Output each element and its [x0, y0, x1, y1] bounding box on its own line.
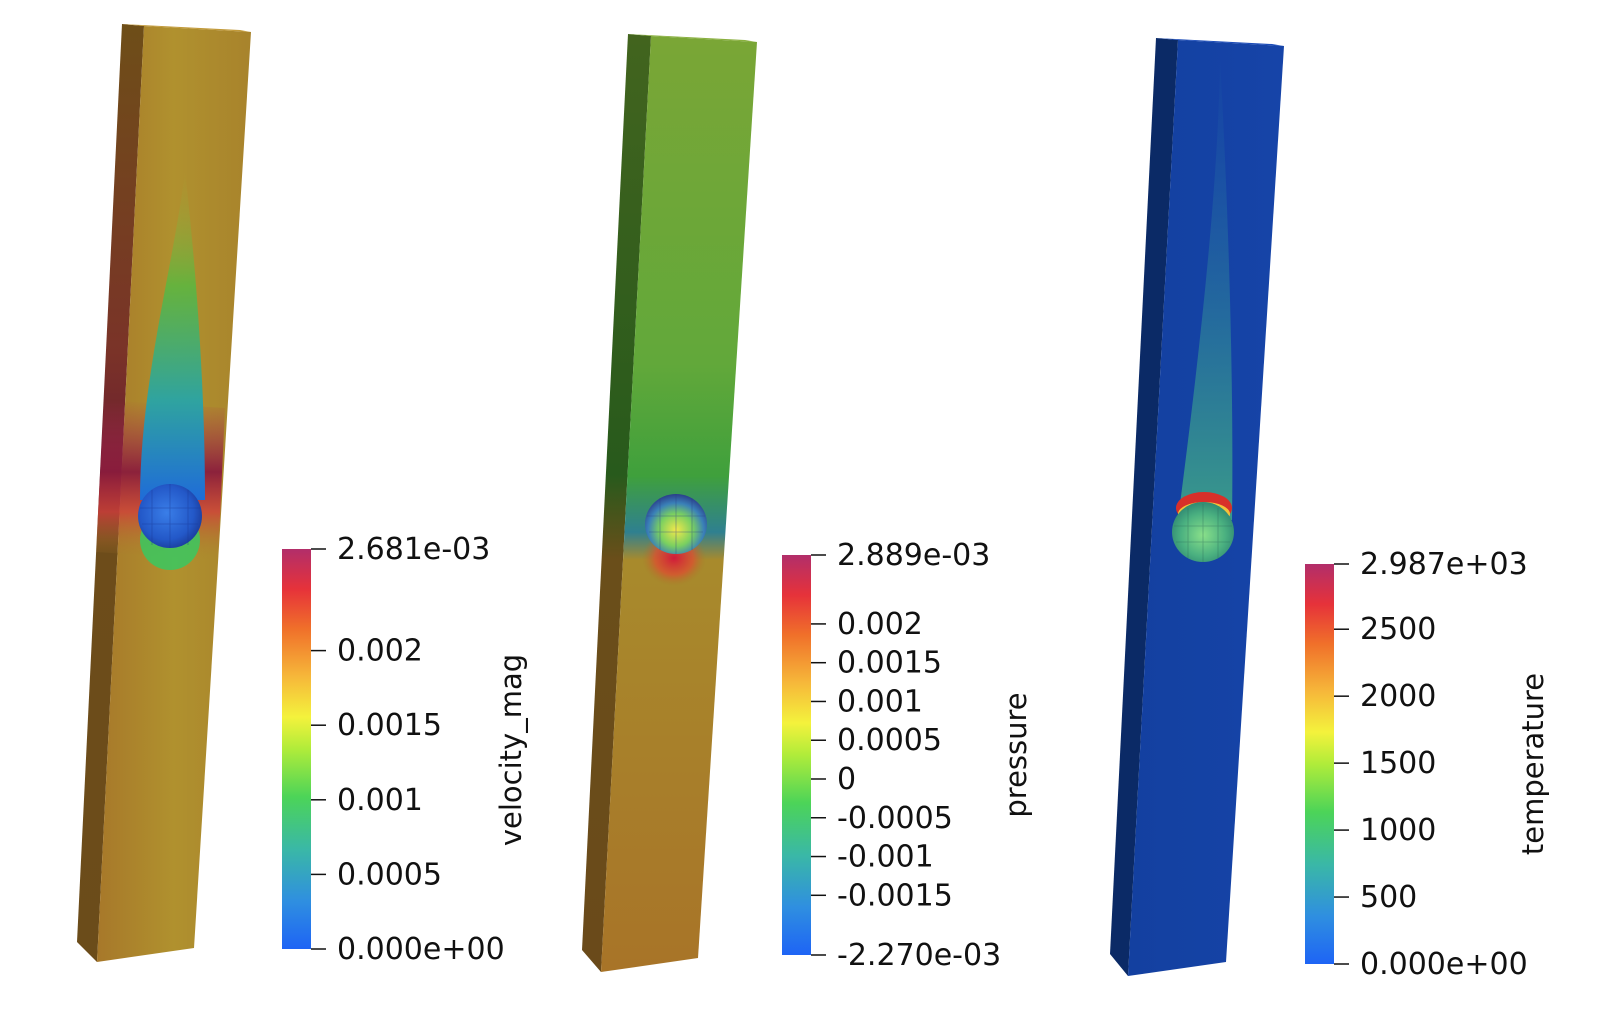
temperature-wake [1178, 60, 1233, 520]
pressure-tick-label: 0.001 [837, 684, 923, 719]
temperature-tick-label: 1500 [1360, 746, 1436, 781]
velocity-tick-label: 0.000e+00 [337, 932, 505, 967]
pressure-tick-label: 0.0015 [837, 646, 942, 681]
temperature-column-top [1156, 38, 1284, 46]
velocity-tick-label: 0.0015 [337, 708, 442, 743]
pressure-tick-label: 2.889e-03 [837, 538, 990, 573]
velocity-sphere-facets [140, 484, 200, 548]
velocity-tick-label: 0.0005 [337, 857, 442, 892]
pressure-tick-label: -0.0005 [837, 801, 953, 836]
temperature-tick-label: 1000 [1360, 813, 1436, 848]
pressure-colorbar-gradient [782, 555, 811, 955]
temperature-column-side [1110, 38, 1178, 976]
pressure-tick-label: 0.002 [837, 607, 923, 642]
pressure-tick-label: -0.0015 [837, 878, 953, 913]
pressure-tick-label: -0.001 [837, 840, 934, 875]
velocity-tick-label: 0.002 [337, 634, 423, 669]
pressure-column [582, 34, 757, 972]
velocity-tick-label: 2.681e-03 [337, 532, 490, 567]
velocity-tick-label: 0.001 [337, 783, 423, 818]
temperature-sphere [1172, 502, 1234, 562]
pressure-column-side [582, 34, 651, 972]
velocity-colorbar-gradient [282, 549, 311, 949]
velocity-colorbar: 2.681e-03 0.002 0.0015 0.001 0.0005 0.000e+00… [282, 532, 528, 967]
velocity-column [77, 24, 251, 962]
temperature-column [1110, 38, 1284, 976]
temperature-tick-label: 2500 [1360, 612, 1436, 647]
temperature-tick-label: 2000 [1360, 679, 1436, 714]
temperature-colorbar-title: temperature [1516, 673, 1550, 855]
velocity-colorbar-title: velocity_mag [494, 654, 528, 846]
pressure-tick-label: 0 [837, 762, 856, 797]
pressure-sphere [645, 494, 707, 554]
temperature-sphere-facets [1174, 504, 1232, 562]
temperature-colorbar-gradient [1305, 564, 1334, 964]
temperature-tick-label: 0.000e+00 [1360, 947, 1528, 982]
temperature-tick-label: 2.987e+03 [1360, 547, 1528, 582]
velocity-column-top [122, 24, 251, 32]
velocity-wake [140, 170, 205, 500]
temperature-tick-label: 500 [1360, 880, 1417, 915]
pressure-colorbar-title: pressure [999, 692, 1033, 817]
pressure-tick-label: -2.270e-03 [837, 938, 1001, 973]
temperature-colorbar-ticks: 2.987e+03 2500 2000 1500 1000 500 0.000e+00 [1334, 547, 1528, 982]
velocity-colorbar-ticks: 2.681e-03 0.002 0.0015 0.001 0.0005 0.000e+00 [311, 532, 505, 967]
temperature-colorbar: 2.987e+03 2500 2000 1500 1000 500 0.000e+00 te… [1305, 547, 1550, 982]
pressure-tick-label: 0.0005 [837, 723, 942, 758]
pressure-sphere-facets [647, 494, 705, 554]
pressure-column-top [628, 34, 757, 42]
